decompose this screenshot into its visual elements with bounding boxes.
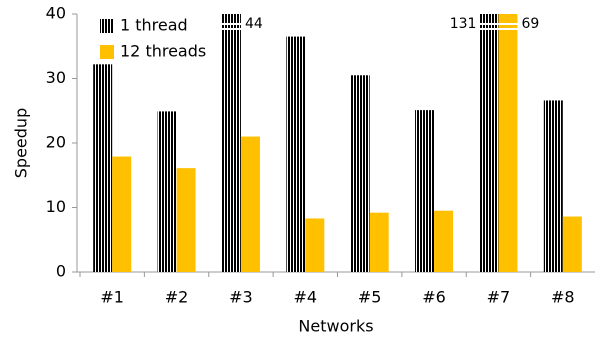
y-axis-title: Speedup bbox=[12, 108, 31, 178]
legend-label: 12 threads bbox=[120, 42, 206, 61]
bar bbox=[350, 75, 370, 273]
legend-swatch bbox=[100, 19, 114, 33]
x-tick-label: #7 bbox=[487, 288, 511, 307]
bar bbox=[479, 14, 499, 272]
bar bbox=[543, 100, 563, 273]
y-tick-label: 40 bbox=[46, 4, 66, 23]
bar bbox=[286, 36, 306, 273]
y-tick-label: 30 bbox=[46, 68, 66, 87]
bar bbox=[176, 168, 196, 272]
x-tick-label: #6 bbox=[422, 288, 446, 307]
value-label: 69 bbox=[521, 16, 539, 32]
bar bbox=[305, 218, 325, 272]
legend-swatch bbox=[100, 45, 114, 59]
x-tick-label: #3 bbox=[229, 288, 253, 307]
bar bbox=[240, 136, 260, 272]
bar bbox=[498, 14, 518, 272]
bar bbox=[434, 210, 454, 272]
bar bbox=[221, 14, 241, 272]
x-tick-label: #5 bbox=[358, 288, 382, 307]
value-label: 44 bbox=[245, 16, 263, 32]
bar bbox=[415, 110, 435, 272]
bar bbox=[562, 216, 582, 272]
legend-label: 1 thread bbox=[120, 16, 188, 35]
bar bbox=[112, 156, 132, 272]
value-label: 131 bbox=[450, 16, 477, 32]
x-tick-label: #1 bbox=[100, 288, 124, 307]
x-tick-label: #8 bbox=[551, 288, 575, 307]
x-axis-title: Networks bbox=[298, 317, 373, 336]
bar bbox=[93, 64, 113, 272]
x-tick-label: #4 bbox=[294, 288, 318, 307]
bar bbox=[369, 212, 389, 272]
y-tick-label: 20 bbox=[46, 133, 66, 152]
x-tick-label: #2 bbox=[165, 288, 189, 307]
y-tick-label: 0 bbox=[56, 262, 66, 281]
y-tick-label: 10 bbox=[46, 197, 66, 216]
bar bbox=[157, 111, 177, 273]
